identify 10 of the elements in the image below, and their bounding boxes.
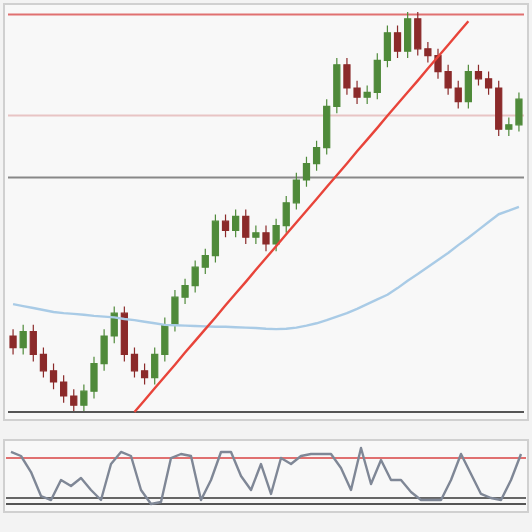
candlestick [19,324,27,355]
candlestick [232,209,240,238]
candlestick [252,225,260,245]
candlestick [221,213,230,238]
candlestick [9,328,17,355]
candlestick [242,209,250,245]
candlestick [262,225,270,252]
candlestick [393,25,402,59]
candlestick [464,64,472,109]
candlestick [404,11,412,59]
